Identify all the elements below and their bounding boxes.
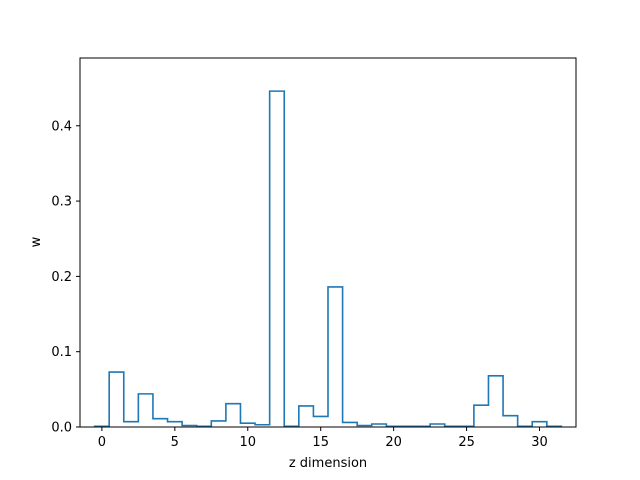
x-axis-ticks: 0 5 10 15 20 25 30 [98,427,548,450]
plot-frame [79,57,577,428]
x-tick-label: 10 [239,435,256,450]
y-tick-label: 0.4 [51,119,72,134]
y-tick-label: 0.2 [51,270,72,285]
y-tick-label: 0.3 [51,195,72,210]
x-tick-label: 5 [171,435,179,450]
x-axis-label: z dimension [289,456,367,471]
histogram-steps [93,90,563,428]
y-tick-label: 0.1 [51,345,72,360]
x-tick-label: 30 [531,435,548,450]
x-tick-label: 25 [458,435,475,450]
x-tick-label: 0 [98,435,106,450]
x-tick-label: 15 [312,435,329,450]
y-axis-ticks: 0.0 0.1 0.2 0.3 0.4 [51,119,80,436]
y-tick-label: 0.0 [51,421,72,436]
y-axis-label: w [29,236,44,247]
x-tick-label: 20 [385,435,402,450]
histogram-series-line [93,90,563,428]
